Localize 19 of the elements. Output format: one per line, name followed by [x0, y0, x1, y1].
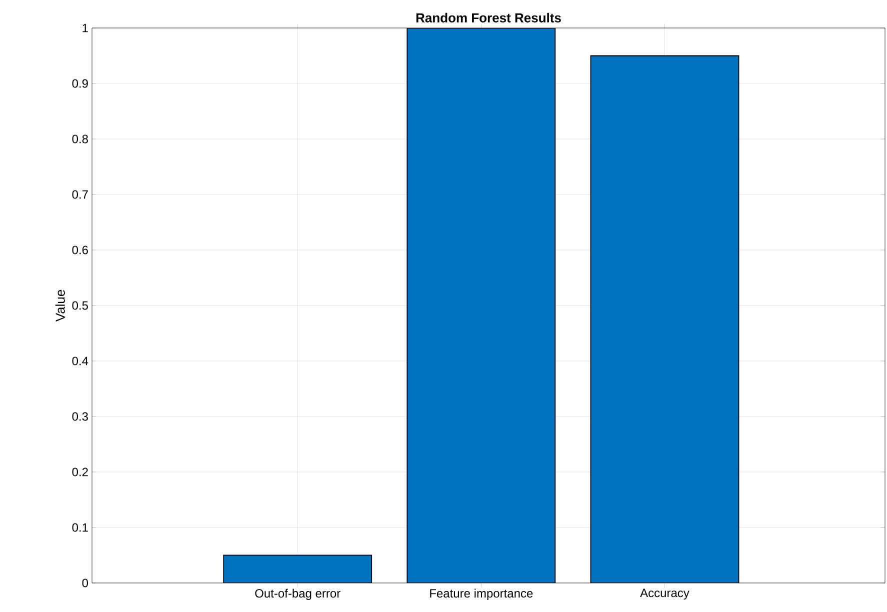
- x-tick-label: Out-of-bag error: [255, 588, 340, 600]
- y-tick-label: 0.1: [72, 523, 88, 532]
- bar: [590, 55, 740, 583]
- x-tick-label: Accuracy: [640, 588, 690, 600]
- chart-title: Random Forest Results: [416, 12, 561, 22]
- x-tick-label: Feature importance: [430, 588, 533, 600]
- bar: [224, 555, 372, 583]
- bar: [406, 28, 556, 583]
- y-axis-title: Value: [55, 290, 65, 322]
- y-tick-label: 0.4: [72, 356, 88, 366]
- y-tick-label: 0.3: [72, 412, 88, 421]
- y-tick-label: 0.6: [72, 246, 88, 254]
- y-tick-label: 0.7: [72, 190, 88, 199]
- y-tick-label: 0.5: [72, 301, 88, 310]
- y-tick-label: 1: [82, 24, 88, 32]
- y-tick-label: 0.9: [72, 79, 88, 88]
- y-tick-label: 0.8: [72, 134, 88, 144]
- y-tick-label: 0.2: [72, 468, 88, 476]
- y-tick-label: 0: [82, 578, 88, 588]
